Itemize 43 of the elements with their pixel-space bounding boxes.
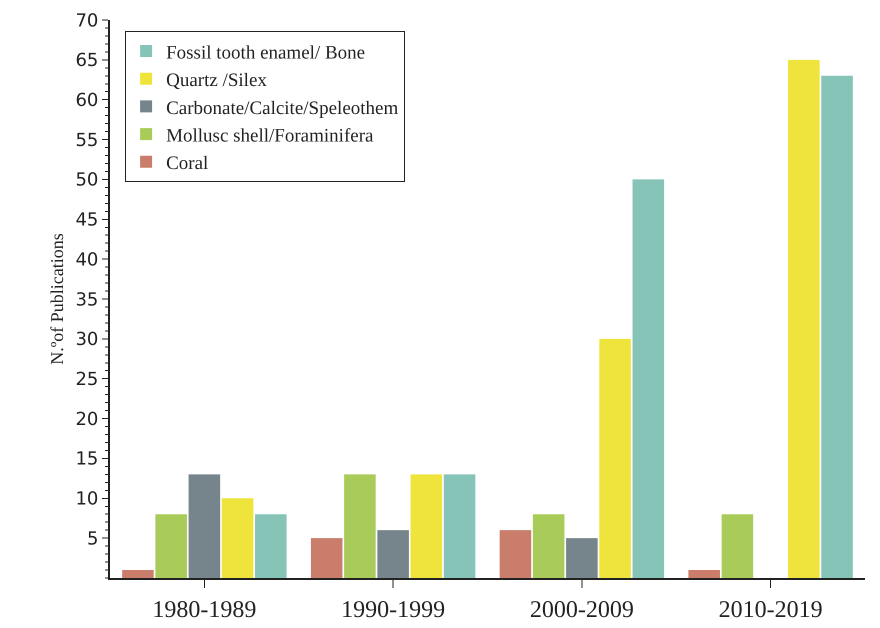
bar <box>632 179 664 578</box>
y-tick-label: 15 <box>75 448 98 470</box>
y-tick-label: 25 <box>75 369 98 390</box>
y-tick-label: 35 <box>75 289 98 310</box>
bar <box>566 538 598 578</box>
y-tick-label: 70 <box>75 10 98 32</box>
bar <box>377 530 409 578</box>
bar <box>255 514 287 578</box>
y-tick-label: 60 <box>75 90 98 112</box>
legend-label: Quartz /Silex <box>166 70 268 92</box>
bar <box>444 474 476 578</box>
bar <box>155 514 187 578</box>
bar <box>122 570 154 578</box>
bar <box>500 530 532 578</box>
legend-label: Carbonate/Calcite/Speleothem <box>166 98 398 119</box>
bar <box>344 474 376 578</box>
y-tick-label: 65 <box>75 50 98 72</box>
y-tick-label: 55 <box>75 130 98 151</box>
y-tick-label: 50 <box>75 170 98 191</box>
x-tick-label: 1990-1999 <box>341 596 446 623</box>
x-tick-label: 2000-2009 <box>530 596 634 623</box>
y-tick-label: 5 <box>86 528 98 550</box>
bar <box>188 474 220 578</box>
y-tick-label: 45 <box>75 210 98 231</box>
bar <box>722 514 754 578</box>
bar <box>599 338 631 578</box>
y-tick-label: 10 <box>75 488 98 510</box>
bar <box>310 538 342 578</box>
legend-label: Fossil tooth enamel/ Bone <box>166 42 366 64</box>
bar <box>410 474 442 578</box>
bar <box>532 514 564 578</box>
bar <box>788 60 820 578</box>
x-tick-label: 2010-2019 <box>718 596 823 623</box>
bar <box>688 570 720 578</box>
legend-label: Mollusc shell/Foraminifera <box>166 126 374 147</box>
y-tick-label: 20 <box>75 408 98 430</box>
legend-label: Coral <box>166 153 208 174</box>
y-tick-label: 40 <box>75 249 98 270</box>
bar <box>821 76 853 578</box>
x-tick-label: 1980-1989 <box>152 596 256 623</box>
y-tick-label: 30 <box>75 329 98 350</box>
bar <box>222 498 254 578</box>
y-axis-title: N.ºof Publications <box>47 233 67 365</box>
